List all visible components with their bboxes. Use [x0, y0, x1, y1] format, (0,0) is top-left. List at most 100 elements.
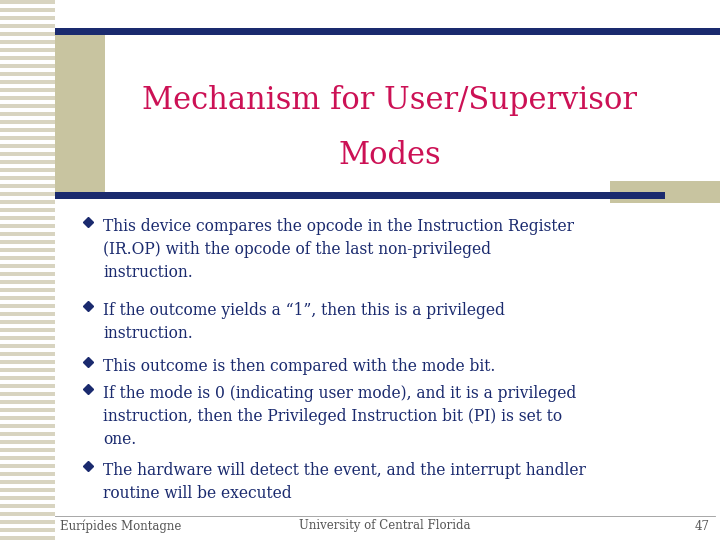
Bar: [0, 408, 55, 412]
Bar: [0, 472, 55, 476]
Bar: [0, 456, 55, 460]
Bar: [0, 144, 55, 148]
Bar: [0, 220, 55, 224]
Bar: [0, 344, 55, 348]
Bar: [0, 184, 55, 188]
Bar: [0, 104, 55, 108]
Bar: [0, 520, 55, 524]
Bar: [0, 484, 55, 488]
Bar: [0, 428, 55, 432]
Bar: [0, 480, 55, 484]
Bar: [0, 48, 55, 52]
Bar: [0, 92, 55, 96]
Bar: [0, 396, 55, 400]
Bar: [0, 120, 55, 124]
Bar: [0, 160, 55, 164]
Text: Mechanism for User/Supervisor: Mechanism for User/Supervisor: [143, 84, 637, 116]
Bar: [0, 16, 55, 20]
Bar: [0, 188, 55, 192]
Bar: [0, 516, 55, 520]
Bar: [0, 400, 55, 404]
Bar: [0, 72, 55, 76]
Bar: [0, 236, 55, 240]
Bar: [0, 488, 55, 492]
Bar: [0, 432, 55, 436]
Bar: [0, 208, 55, 212]
Bar: [0, 256, 55, 260]
Bar: [0, 212, 55, 216]
Bar: [0, 380, 55, 384]
Bar: [0, 444, 55, 448]
Bar: [0, 452, 55, 456]
Text: If the outcome yields a “1”, then this is a privileged
instruction.: If the outcome yields a “1”, then this i…: [103, 302, 505, 342]
Bar: [0, 312, 55, 316]
Bar: [0, 116, 55, 120]
Bar: [0, 84, 55, 88]
Text: Eurípides Montagne: Eurípides Montagne: [60, 519, 181, 533]
Bar: [0, 52, 55, 56]
Bar: [0, 192, 55, 196]
Bar: [0, 252, 55, 256]
Bar: [55, 28, 105, 193]
Bar: [0, 324, 55, 328]
Bar: [0, 36, 55, 40]
Bar: [0, 300, 55, 304]
Bar: [0, 132, 55, 136]
Bar: [0, 60, 55, 64]
Bar: [0, 40, 55, 44]
Bar: [0, 248, 55, 252]
Bar: [0, 504, 55, 508]
Bar: [0, 176, 55, 180]
Bar: [0, 228, 55, 232]
Bar: [0, 64, 55, 68]
Bar: [0, 164, 55, 168]
Bar: [0, 528, 55, 532]
Text: 47: 47: [695, 519, 710, 532]
Bar: [0, 96, 55, 100]
Bar: [0, 200, 55, 204]
Bar: [0, 288, 55, 292]
Bar: [0, 448, 55, 452]
Bar: [0, 76, 55, 80]
Text: If the mode is 0 (indicating user mode), and it is a privileged
instruction, the: If the mode is 0 (indicating user mode),…: [103, 385, 576, 448]
Bar: [0, 352, 55, 356]
Bar: [0, 336, 55, 340]
Bar: [0, 492, 55, 496]
Bar: [0, 32, 55, 36]
Bar: [0, 392, 55, 396]
Bar: [0, 276, 55, 280]
Bar: [0, 508, 55, 512]
Bar: [0, 376, 55, 380]
Bar: [0, 464, 55, 468]
Bar: [0, 524, 55, 528]
Bar: [0, 280, 55, 284]
Bar: [0, 364, 55, 368]
Bar: [0, 240, 55, 244]
Bar: [0, 260, 55, 264]
Bar: [0, 320, 55, 324]
Bar: [0, 100, 55, 104]
Text: The hardware will detect the event, and the interrupt handler
routine will be ex: The hardware will detect the event, and …: [103, 462, 586, 502]
Bar: [0, 308, 55, 312]
Bar: [0, 88, 55, 92]
Bar: [0, 328, 55, 332]
Bar: [610, 181, 720, 203]
Bar: [0, 4, 55, 8]
Bar: [0, 512, 55, 516]
Bar: [0, 348, 55, 352]
Bar: [0, 68, 55, 72]
Bar: [0, 128, 55, 132]
Bar: [0, 304, 55, 308]
Bar: [0, 80, 55, 84]
Bar: [0, 536, 55, 540]
Bar: [0, 424, 55, 428]
Bar: [0, 12, 55, 16]
Bar: [0, 180, 55, 184]
Bar: [0, 420, 55, 424]
Bar: [0, 360, 55, 364]
Text: This outcome is then compared with the mode bit.: This outcome is then compared with the m…: [103, 358, 495, 375]
Bar: [0, 292, 55, 296]
Bar: [0, 136, 55, 140]
Bar: [0, 140, 55, 144]
Bar: [0, 500, 55, 504]
